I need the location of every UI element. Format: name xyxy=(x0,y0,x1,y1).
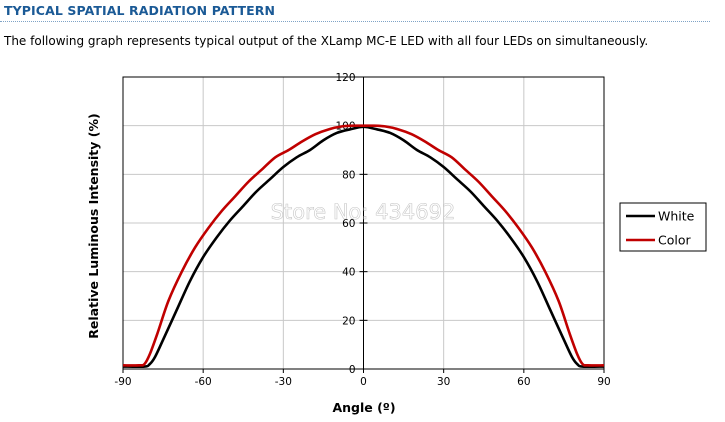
x-tick-label: -90 xyxy=(114,376,131,388)
y-tick-label: 20 xyxy=(342,315,355,327)
y-tick-label: 40 xyxy=(342,267,355,279)
y-tick-label: 120 xyxy=(335,72,355,84)
y-axis-title: Relative Luminous Intensity (%) xyxy=(86,113,101,338)
heading-divider xyxy=(0,21,710,22)
y-tick-label: 0 xyxy=(349,364,356,376)
y-tick-label: 60 xyxy=(342,218,355,230)
series-line-color xyxy=(122,124,605,367)
series-lines xyxy=(122,124,605,369)
x-tick-label: -30 xyxy=(275,376,292,388)
legend-label-color: Color xyxy=(658,233,691,248)
x-tick-label: 60 xyxy=(517,376,530,388)
y-tick-label: 80 xyxy=(342,169,355,181)
x-tick-labels: -90 -60 -30 0 30 60 90 xyxy=(114,376,610,388)
x-axis-title: Angle (º) xyxy=(332,400,395,415)
legend-label-white: White xyxy=(658,209,695,224)
x-tick-label: 30 xyxy=(437,376,450,388)
plot-area-frame xyxy=(122,76,605,370)
legend-box xyxy=(619,202,707,252)
section-heading: TYPICAL SPATIAL RADIATION PATTERN xyxy=(4,3,276,18)
legend: White Color xyxy=(619,202,707,252)
watermark-text: Store No: 434692 xyxy=(271,200,456,224)
x-tick-label: -60 xyxy=(195,376,212,388)
intro-text: The following graph represents typical o… xyxy=(4,34,649,48)
chart-grid xyxy=(122,76,605,373)
x-tick-label: 0 xyxy=(360,376,367,388)
x-tick-label: 90 xyxy=(597,376,610,388)
